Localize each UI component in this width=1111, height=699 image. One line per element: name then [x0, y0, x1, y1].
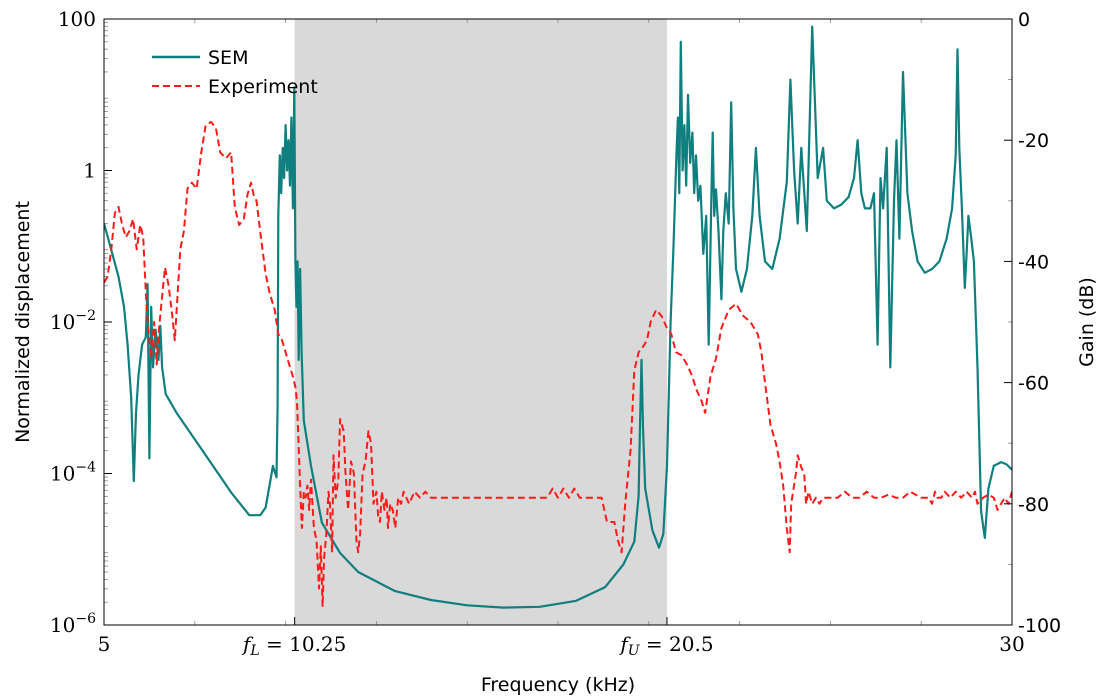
x-tick-label: 30	[999, 632, 1024, 656]
series-layer	[104, 25, 1012, 609]
y-left-tick-label: 10−6	[50, 611, 96, 637]
series-line-sem	[104, 25, 1012, 609]
y-left-tick-label: 100	[58, 7, 96, 31]
x-tick-label: 5	[98, 632, 111, 656]
y-right-tick-label: -60	[1018, 373, 1049, 395]
minor-ticks	[103, 19, 1013, 625]
band-gap-region	[294, 19, 667, 625]
x-tick-label: fL = 10.25	[241, 632, 346, 659]
x-tick-labels: 5 fL = 10.25 fU = 20.5 30	[98, 632, 1025, 659]
series-line-experiment	[104, 121, 1012, 608]
y-left-tick-label: 10−2	[50, 308, 96, 334]
y-axis-label-left: Normalized displacement	[12, 201, 34, 443]
y-right-tick-label: -40	[1018, 251, 1049, 273]
major-ticks	[103, 18, 1013, 626]
x-tick-label: fU = 20.5	[618, 632, 713, 659]
legend-label-sem: SEM	[208, 47, 248, 69]
legend-label-experiment: Experiment	[208, 76, 318, 98]
y-axis-label-right: Gain (dB)	[1076, 277, 1098, 367]
y-right-tick-label: -100	[1018, 615, 1061, 637]
y-left-tick-label: 10−4	[50, 460, 96, 486]
x-axis-label: Frequency (kHz)	[481, 674, 635, 696]
legend: SEM Experiment	[152, 47, 318, 98]
y-right-tick-label: -80	[1018, 494, 1049, 516]
y-right-tick-label: 0	[1018, 9, 1030, 31]
y-right-tick-labels: 0 -20 -40 -60 -80 -100	[1018, 9, 1061, 637]
y-left-tick-labels: 100 1 10−2 10−4 10−6	[50, 7, 96, 637]
y-right-tick-label: -20	[1018, 130, 1049, 152]
y-left-tick-label: 1	[83, 159, 96, 183]
